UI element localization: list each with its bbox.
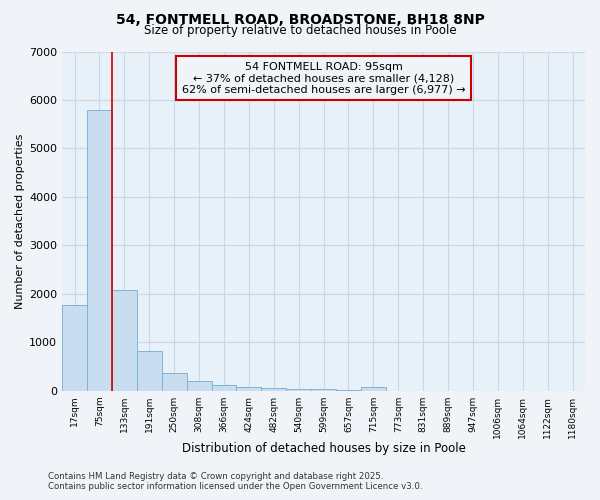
Text: Contains HM Land Registry data © Crown copyright and database right 2025.
Contai: Contains HM Land Registry data © Crown c…	[48, 472, 422, 491]
Text: 54, FONTMELL ROAD, BROADSTONE, BH18 8NP: 54, FONTMELL ROAD, BROADSTONE, BH18 8NP	[116, 12, 484, 26]
Bar	[236, 387, 262, 391]
Bar	[162, 374, 187, 391]
Bar	[336, 390, 361, 391]
Text: Size of property relative to detached houses in Poole: Size of property relative to detached ho…	[143, 24, 457, 37]
Y-axis label: Number of detached properties: Number of detached properties	[15, 134, 25, 309]
Bar	[212, 386, 236, 391]
Bar	[361, 388, 386, 391]
Bar	[262, 388, 286, 391]
Text: 54 FONTMELL ROAD: 95sqm  
← 37% of detached houses are smaller (4,128)
62% of se: 54 FONTMELL ROAD: 95sqm ← 37% of detache…	[182, 62, 466, 95]
Bar	[137, 351, 162, 391]
X-axis label: Distribution of detached houses by size in Poole: Distribution of detached houses by size …	[182, 442, 466, 455]
Bar	[62, 304, 87, 391]
Bar	[87, 110, 112, 391]
Bar	[311, 390, 336, 391]
Bar	[286, 388, 311, 391]
Bar	[187, 380, 212, 391]
Bar	[112, 290, 137, 391]
